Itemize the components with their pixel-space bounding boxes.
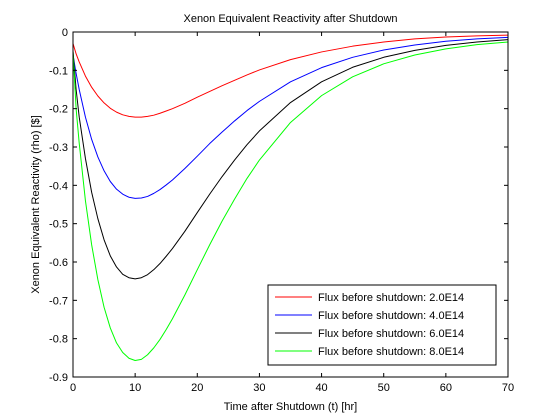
y-tick-label: -0.9 [49,372,68,384]
y-tick-label: -0.6 [49,257,68,269]
y-tick-label: -0.5 [49,219,68,231]
series-line-3 [72,39,509,280]
x-tick-label: 70 [502,382,514,394]
x-tick-label: 30 [253,382,265,394]
legend-label-2: Flux before shutdown: 4.0E14 [318,310,464,322]
y-tick-label: -0.1 [49,65,68,77]
x-axis: 0 10 20 30 40 50 60 70 [70,32,514,394]
x-tick-label: 40 [315,382,327,394]
legend-label-4: Flux before shutdown: 8.0E14 [318,346,464,358]
series-layer [72,34,509,362]
y-tick-label: -0.3 [49,142,68,154]
x-tick-label: 20 [191,382,203,394]
y-tick-label: 0 [62,27,68,39]
y-axis: 0 -0.1 -0.2 -0.3 -0.4 -0.5 -0.6 -0.7 -0.8 -0.9 [49,27,508,384]
legend-box [267,284,497,366]
chart-title: Xenon Equivalent Reactivity after Shutdo… [183,13,397,25]
x-tick-label: 60 [440,382,452,394]
x-tick-label: 50 [378,382,390,394]
y-tick-label: -0.7 [49,295,68,307]
x-axis-label: Time after Shutdown (t) [hr] [224,401,357,413]
legend: Flux before shutdown: 2.0E14 Flux before … [267,284,497,366]
legend-label-1: Flux before shutdown: 2.0E14 [318,292,464,304]
series-line-1 [72,34,509,118]
series-line-4 [72,41,509,362]
x-tick-label: 10 [129,382,141,394]
y-tick-label: -0.8 [49,334,68,346]
series-line-2 [72,36,509,199]
y-tick-label: -0.4 [49,180,68,192]
y-tick-label: -0.2 [49,104,68,116]
legend-label-3: Flux before shutdown: 6.0E14 [318,328,464,340]
plot-frame [72,31,509,378]
x-tick-label: 0 [70,382,76,394]
y-axis-label: Xenon Equivalent Reactivity (rho) [$] [30,115,42,294]
